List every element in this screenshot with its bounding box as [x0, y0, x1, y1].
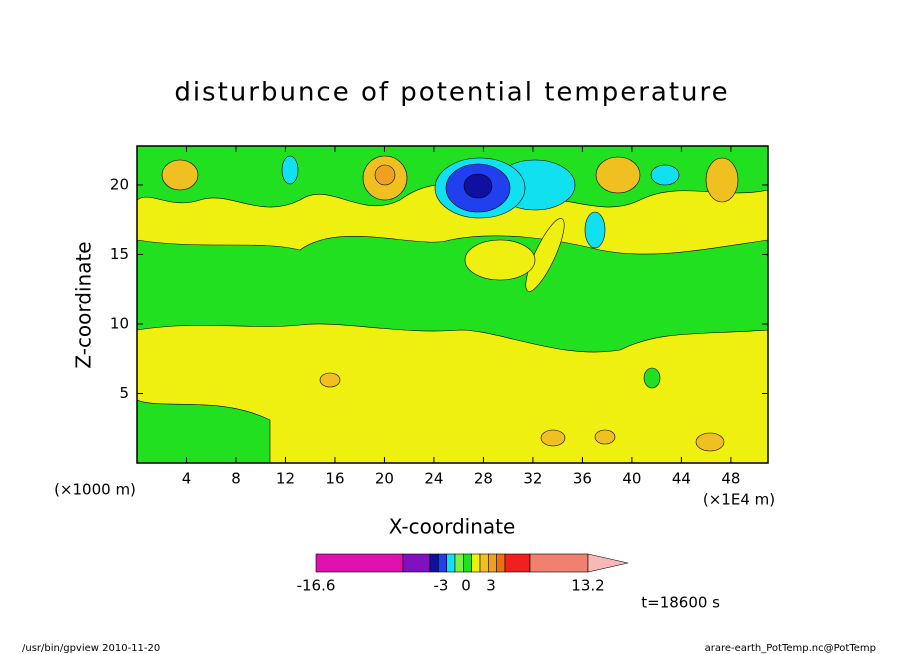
colorbar-segment: [429, 553, 439, 573]
colorbar-segment: [462, 553, 472, 573]
x-tick-label: 24: [424, 470, 443, 488]
colorbar-segment: [479, 553, 489, 573]
colorbar-segment: [487, 553, 497, 573]
colorbar-segment: [446, 553, 456, 573]
x-tick-label: 40: [622, 470, 641, 488]
y-unit: (×1000 m): [54, 481, 136, 499]
x-tick-label: 36: [573, 470, 592, 488]
x-tick-label: 12: [276, 470, 295, 488]
x-axis-label: X-coordinate: [389, 515, 516, 539]
plot-frame: [136, 145, 769, 464]
x-tick-label: 4: [182, 470, 192, 488]
contour-field: [137, 146, 768, 463]
colorbar-segment: [315, 553, 404, 573]
x-unit: (×1E4 m): [703, 491, 775, 509]
colorbar-tick-label: 0: [461, 577, 471, 595]
colorbar-segment: [496, 553, 506, 573]
y-axis-label: Z-coordinate: [72, 241, 96, 368]
colorbar-segment: [471, 553, 481, 573]
chart-title: disturbunce of potential temperature: [174, 78, 729, 108]
x-tick-label: 20: [375, 470, 394, 488]
footer-right: arare-earth_PotTemp.nc@PotTemp: [705, 643, 876, 654]
y-tick-label: 5: [119, 384, 129, 402]
colorbar-tick-label: -16.6: [297, 577, 336, 595]
colorbar-tick-label: 13.2: [571, 577, 604, 595]
colorbar-segment: [402, 553, 431, 573]
colorbar-segment: [437, 553, 447, 573]
colorbar-segment: [529, 553, 589, 573]
y-tick-label: 10: [110, 314, 129, 332]
footer-left: /usr/bin/gpview 2010-11-20: [22, 643, 160, 654]
y-tick-label: 15: [110, 245, 129, 263]
x-tick-label: 48: [721, 470, 740, 488]
colorbar-segment: [454, 553, 464, 573]
colorbar-tick-label: 3: [486, 577, 496, 595]
x-tick-label: 28: [474, 470, 493, 488]
x-tick-label: 16: [325, 470, 344, 488]
x-tick-label: 8: [231, 470, 241, 488]
x-tick-label: 32: [523, 470, 542, 488]
y-tick-label: 20: [110, 175, 129, 193]
colorbar-extension: [587, 553, 629, 573]
time-label: t=18600 s: [641, 594, 720, 612]
colorbar-tick-label: -3: [434, 577, 449, 595]
x-tick-label: 44: [672, 470, 691, 488]
colorbar-segment: [504, 553, 531, 573]
